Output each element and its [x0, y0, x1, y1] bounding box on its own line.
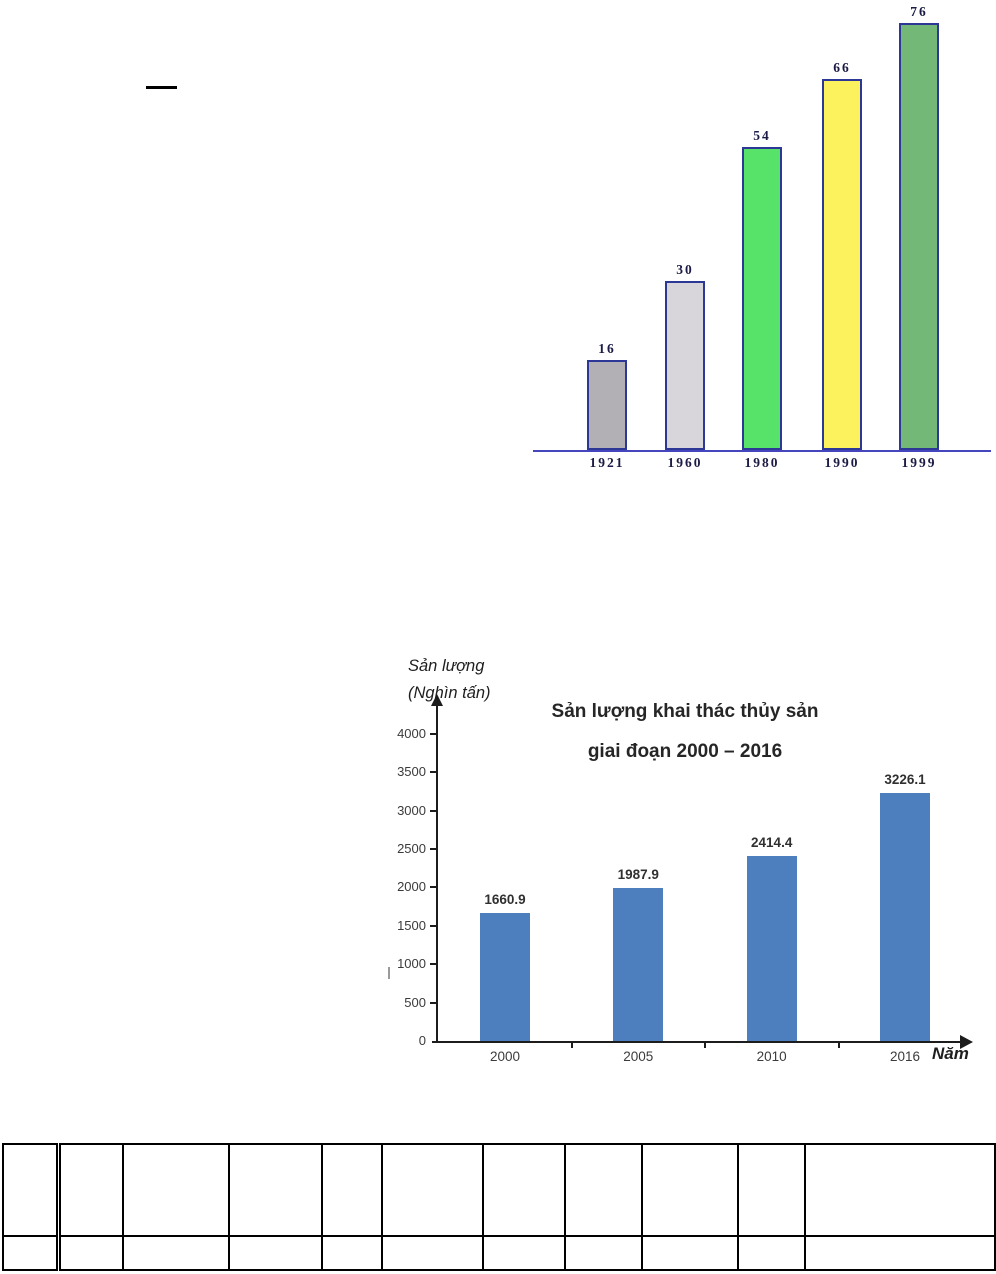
chart1-x-axis-line: [533, 450, 991, 452]
bar-category-label: 2000: [489, 1049, 521, 1064]
table-cell: [122, 1143, 230, 1237]
x-axis-tick: [704, 1042, 706, 1048]
table-cell: [381, 1143, 484, 1237]
bar-2016: [880, 793, 930, 1041]
bar-category-label: 1980: [744, 455, 780, 470]
table-cell: [482, 1235, 566, 1271]
y-tick-label: 4000: [397, 725, 426, 741]
chart2-x-axis-line: [432, 1041, 962, 1043]
table-row: [2, 1143, 996, 1237]
bar-category-label: 2016: [889, 1049, 921, 1064]
y-tick-label: 2500: [397, 841, 426, 856]
bar-category-label: 1999: [901, 455, 937, 470]
bar-value-label: 30: [676, 262, 694, 277]
y-axis-arrow-icon: [431, 694, 443, 706]
bar-1921: [587, 360, 627, 450]
population-bar-chart: 16 1921 30 1960 54 1980 66 1990 76 1999: [533, 4, 995, 477]
table-cell: [122, 1235, 230, 1271]
stray-tick-mark: [388, 967, 390, 979]
answer-table-grid: [2, 1143, 996, 1271]
y-tick-label: 1000: [397, 956, 426, 972]
y-axis-tick: [430, 732, 437, 735]
bar-category-label: 1921: [589, 455, 625, 470]
table-row: [2, 1235, 996, 1271]
bar-value-label: 66: [833, 60, 851, 75]
bar-category-label: 2005: [623, 1049, 654, 1064]
y-tick-label: 1500: [397, 917, 426, 933]
y-axis-tick: [430, 848, 437, 850]
y-axis-tick: [430, 1001, 437, 1004]
fishery-output-bar-chart: Sản lượng (Nghìn tấn) Sản lượng khai thá…: [380, 645, 996, 1075]
bar-2000: [480, 913, 530, 1041]
chart2-title-line2: giai đoạn 2000 – 2016: [587, 741, 783, 762]
y-tick-label: 500: [404, 994, 426, 1010]
table-cell: [641, 1235, 739, 1271]
table-cell: [564, 1235, 643, 1271]
table-cell: [228, 1235, 323, 1271]
table-cell: [737, 1143, 806, 1237]
bar-category-label: 1990: [824, 455, 860, 470]
chart2-y-axis-title-line2: (Nghìn tấn): [408, 684, 491, 702]
y-axis-tick: [430, 924, 437, 927]
bar-value-label: 1660.9: [484, 892, 526, 907]
bar-value-label: 2414.4: [751, 835, 793, 850]
y-axis-tick: [430, 886, 437, 889]
table-cell: [321, 1235, 383, 1271]
table-cell: [228, 1143, 323, 1237]
bar-2010: [746, 856, 797, 1041]
y-tick-label: 3000: [397, 802, 426, 818]
bar-value-label: 3226.1: [884, 772, 926, 787]
table-cell: [804, 1235, 996, 1271]
y-axis-tick: [430, 963, 437, 966]
y-tick-label: 3500: [397, 764, 426, 780]
x-axis-tick: [570, 1042, 573, 1048]
bar-2005: [613, 888, 664, 1041]
table-cell: [57, 1235, 124, 1271]
chart2-y-axis-title-line1: Sản lượng: [408, 657, 485, 675]
table-cell: [57, 1143, 124, 1237]
answer-table: [2, 1143, 996, 1271]
bar-1990: [822, 79, 862, 450]
bar-value-label: 76: [910, 4, 928, 19]
table-cell: [641, 1143, 739, 1237]
y-tick-label: 0: [418, 1033, 426, 1048]
chart2-y-axis-line: [436, 705, 438, 1043]
bar-1960: [665, 281, 705, 450]
table-cell: [2, 1143, 61, 1237]
chart2-y-axis-title: Sản lượng (Nghìn tấn): [408, 653, 491, 707]
chart2-title: Sản lượng khai thác thủy sản giai đoạn 2…: [500, 692, 870, 772]
table-cell: [381, 1235, 484, 1271]
x-axis-arrow-icon: [960, 1035, 973, 1049]
bar-value-label: 1987.9: [617, 867, 659, 882]
table-cell: [482, 1143, 566, 1237]
bar-1999: [899, 23, 939, 450]
y-tick-label: 2000: [397, 879, 426, 895]
bar-value-label: 16: [598, 341, 616, 356]
y-axis-tick: [430, 771, 437, 774]
bar-value-label: 54: [753, 128, 771, 143]
table-cell: [737, 1235, 806, 1271]
chart2-x-axis-title: Năm: [932, 1044, 969, 1063]
table-cell: [804, 1143, 996, 1237]
underline-mark: [146, 86, 177, 89]
table-cell: [321, 1143, 383, 1237]
chart2-title-line1: Sản lượng khai thác thủy sản: [551, 701, 819, 722]
table-cell: [2, 1235, 61, 1271]
table-cell: [564, 1143, 643, 1237]
bar-category-label: 1960: [667, 455, 703, 470]
bar-1980: [742, 147, 782, 450]
x-axis-tick: [837, 1042, 840, 1048]
y-axis-tick: [430, 809, 437, 812]
bar-category-label: 2010: [756, 1049, 787, 1064]
